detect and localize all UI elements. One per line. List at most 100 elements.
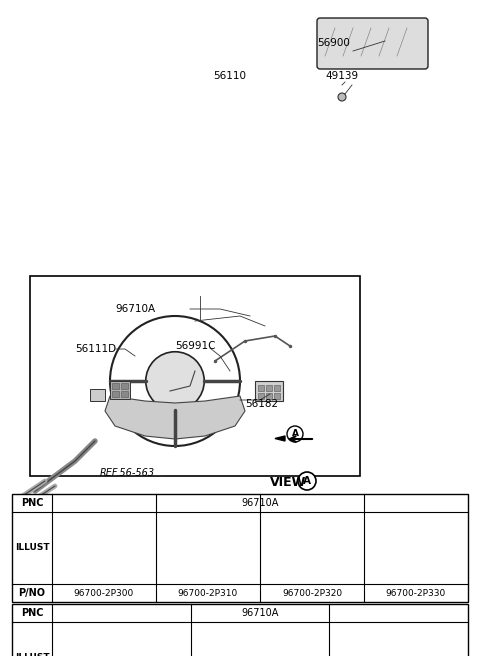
Text: P/NO: P/NO	[19, 588, 46, 598]
Text: 96700-2P330: 96700-2P330	[386, 588, 446, 598]
FancyBboxPatch shape	[442, 522, 460, 542]
Text: ILLUST: ILLUST	[15, 653, 49, 656]
Bar	[444, 537, 447, 539]
Bar	[274, 385, 280, 391]
Bar	[272, 539, 275, 542]
Text: REF.56-563: REF.56-563	[100, 468, 155, 478]
FancyBboxPatch shape	[364, 655, 433, 656]
Bar	[112, 383, 119, 389]
Bar	[240, 537, 243, 539]
Bar	[276, 537, 279, 539]
Bar	[236, 537, 239, 539]
FancyBboxPatch shape	[350, 649, 447, 656]
Text: ILLUST: ILLUST	[15, 544, 49, 552]
Bar	[297, 647, 301, 649]
Text: PNC: PNC	[21, 608, 43, 618]
Bar	[212, 647, 216, 649]
Bar	[120, 391, 128, 397]
Text: A: A	[303, 476, 311, 486]
Bar	[444, 539, 447, 542]
Circle shape	[298, 472, 316, 490]
FancyBboxPatch shape	[379, 539, 453, 575]
Text: 96710A: 96710A	[241, 498, 279, 508]
Bar	[212, 649, 216, 652]
Bar	[376, 537, 379, 539]
FancyBboxPatch shape	[268, 522, 287, 542]
Text: 96700-2P300: 96700-2P300	[74, 588, 134, 598]
Bar	[350, 647, 355, 649]
FancyBboxPatch shape	[337, 522, 356, 542]
FancyBboxPatch shape	[130, 522, 148, 542]
Bar	[112, 391, 119, 397]
Bar	[206, 649, 211, 652]
Bar	[266, 393, 272, 399]
Bar	[350, 649, 355, 652]
FancyBboxPatch shape	[294, 632, 319, 652]
Circle shape	[338, 93, 346, 101]
Bar	[163, 647, 168, 649]
Bar	[380, 537, 384, 539]
FancyBboxPatch shape	[63, 632, 87, 652]
Circle shape	[287, 426, 303, 442]
Bar	[441, 647, 445, 649]
Bar	[110, 381, 130, 399]
Bar	[447, 539, 451, 542]
FancyBboxPatch shape	[390, 544, 442, 571]
FancyBboxPatch shape	[72, 649, 170, 656]
Bar	[297, 649, 301, 652]
Text: 96700-2P310: 96700-2P310	[178, 588, 238, 598]
FancyBboxPatch shape	[164, 522, 182, 542]
FancyBboxPatch shape	[87, 655, 156, 656]
Bar	[447, 537, 451, 539]
Text: VIEW: VIEW	[270, 476, 306, 489]
Text: 56111D: 56111D	[75, 344, 116, 354]
Bar	[30, 276, 360, 476]
Text: 96700-2P320: 96700-2P320	[282, 588, 342, 598]
Polygon shape	[275, 436, 285, 441]
Bar	[272, 537, 275, 539]
Circle shape	[100, 554, 108, 563]
Bar	[274, 393, 280, 399]
Bar	[240, 539, 243, 542]
Bar	[163, 649, 168, 652]
Circle shape	[146, 352, 204, 410]
FancyBboxPatch shape	[156, 632, 180, 652]
Bar	[302, 649, 307, 652]
Circle shape	[412, 554, 420, 563]
Bar	[68, 649, 72, 652]
FancyBboxPatch shape	[211, 649, 309, 656]
Text: 56182: 56182	[245, 399, 278, 409]
Circle shape	[308, 554, 316, 563]
Circle shape	[204, 554, 212, 563]
FancyBboxPatch shape	[67, 539, 141, 575]
Bar	[380, 539, 384, 542]
FancyBboxPatch shape	[372, 522, 390, 542]
Bar	[158, 647, 163, 649]
FancyBboxPatch shape	[182, 544, 234, 571]
Text: 56991C: 56991C	[175, 341, 216, 351]
Bar	[68, 647, 72, 649]
Text: 96710A: 96710A	[241, 608, 279, 618]
Bar	[376, 539, 379, 542]
Bar	[73, 647, 78, 649]
FancyBboxPatch shape	[234, 522, 252, 542]
Bar	[158, 649, 163, 652]
Bar	[258, 393, 264, 399]
Bar	[345, 649, 349, 652]
FancyBboxPatch shape	[226, 655, 294, 656]
Text: 56110: 56110	[214, 71, 247, 81]
Bar	[276, 539, 279, 542]
Bar	[435, 649, 440, 652]
Bar	[73, 649, 78, 652]
Bar	[90, 389, 105, 401]
Bar	[236, 539, 239, 542]
Bar	[441, 649, 445, 652]
FancyBboxPatch shape	[171, 539, 245, 575]
FancyBboxPatch shape	[340, 632, 364, 652]
FancyBboxPatch shape	[317, 18, 428, 69]
FancyBboxPatch shape	[60, 522, 78, 542]
Bar	[266, 385, 272, 391]
Bar	[302, 647, 307, 649]
FancyBboxPatch shape	[78, 544, 130, 571]
Text: 56900: 56900	[317, 38, 350, 48]
